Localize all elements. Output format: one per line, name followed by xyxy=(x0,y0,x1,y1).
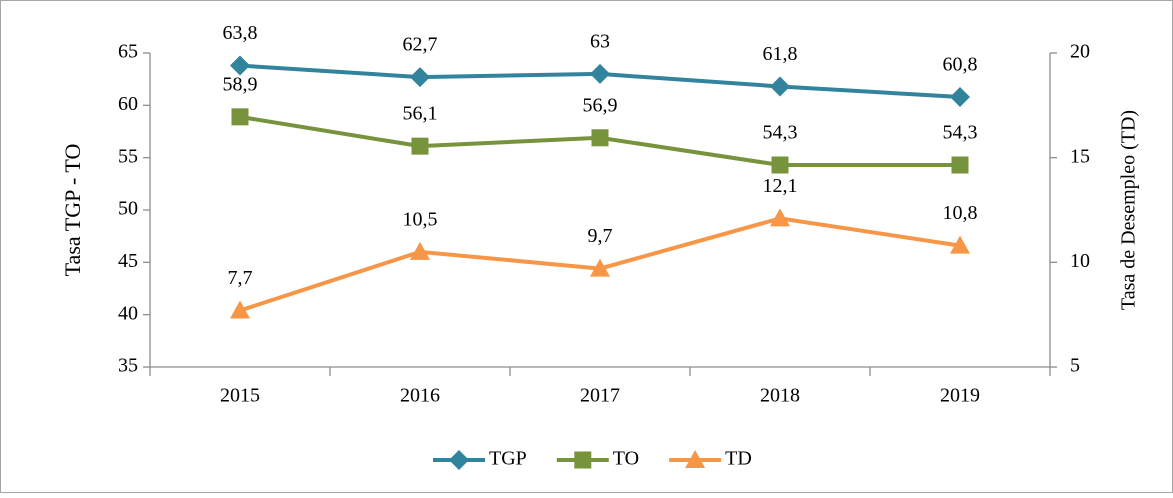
y-tick-label: 40 xyxy=(118,302,138,324)
marker xyxy=(410,241,430,260)
marker xyxy=(950,86,970,107)
data-label: 12,1 xyxy=(763,175,798,197)
marker xyxy=(950,235,970,254)
marker xyxy=(411,137,429,155)
marker xyxy=(590,63,610,84)
marker xyxy=(590,258,610,277)
y2-tick-label: 20 xyxy=(1070,41,1090,63)
marker xyxy=(574,451,592,469)
legend-label: TO xyxy=(613,448,639,470)
marker xyxy=(951,156,969,174)
data-label: 62,7 xyxy=(403,34,438,56)
y-tick-label: 55 xyxy=(118,145,138,167)
data-label: 10,5 xyxy=(403,208,438,230)
legend-label: TD xyxy=(725,448,752,470)
data-label: 63,8 xyxy=(223,22,258,44)
y-tick-label: 50 xyxy=(118,198,138,220)
data-label: 54,3 xyxy=(763,122,798,144)
marker xyxy=(230,55,250,76)
y-axis-title: Tasa TGP - TO xyxy=(60,144,85,277)
x-tick-label: 2017 xyxy=(580,385,620,407)
marker xyxy=(770,208,790,227)
y-tick-label: 65 xyxy=(118,41,138,63)
marker xyxy=(410,67,430,88)
y-tick-label: 45 xyxy=(118,250,138,272)
marker xyxy=(230,300,250,319)
data-label: 58,9 xyxy=(223,73,258,95)
marker xyxy=(771,156,789,174)
x-tick-label: 2015 xyxy=(220,385,260,407)
data-label: 54,3 xyxy=(943,122,978,144)
data-label: 61,8 xyxy=(763,43,798,65)
y2-tick-label: 5 xyxy=(1070,355,1080,377)
data-label: 9,7 xyxy=(588,225,613,247)
y2-axis-title: Tasa de Desempleo (TD) xyxy=(1118,110,1140,310)
data-label: 60,8 xyxy=(943,54,978,76)
marker xyxy=(770,76,790,97)
y-tick-label: 35 xyxy=(118,355,138,377)
marker xyxy=(449,450,469,470)
y2-tick-label: 10 xyxy=(1070,250,1090,272)
y-tick-label: 60 xyxy=(118,93,138,115)
data-label: 7,7 xyxy=(228,267,253,289)
marker xyxy=(231,108,249,126)
x-tick-label: 2018 xyxy=(760,385,800,407)
legend-label: TGP xyxy=(489,448,527,470)
data-label: 56,9 xyxy=(583,94,618,116)
data-label: 56,1 xyxy=(403,103,438,125)
marker xyxy=(685,450,706,468)
marker xyxy=(591,129,609,147)
x-tick-label: 2019 xyxy=(940,385,980,407)
x-tick-label: 2016 xyxy=(400,385,440,407)
data-label: 63 xyxy=(590,31,610,53)
y2-tick-label: 15 xyxy=(1070,145,1090,167)
data-label: 10,8 xyxy=(943,202,978,224)
